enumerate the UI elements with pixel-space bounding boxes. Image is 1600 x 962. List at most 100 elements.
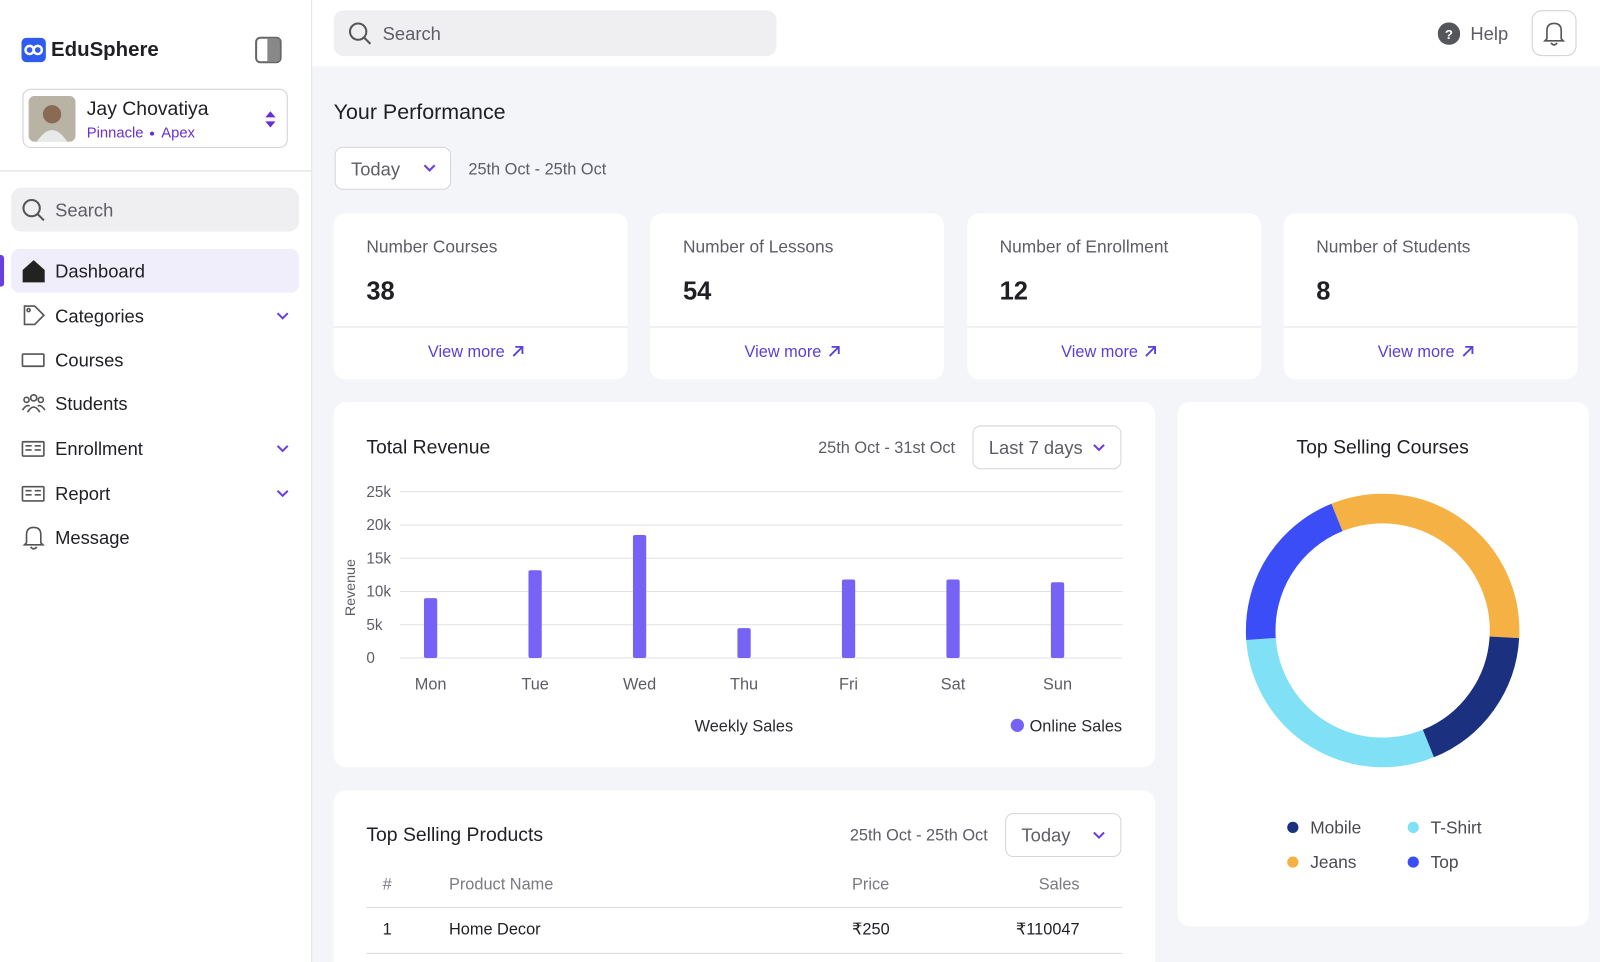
y-tick-label: 10k bbox=[366, 584, 391, 601]
view-more-link[interactable]: View more bbox=[967, 343, 1253, 362]
x-tick-label: Sat bbox=[941, 676, 966, 694]
x-tick-label: Sun bbox=[1043, 676, 1072, 694]
bar bbox=[841, 579, 856, 659]
top-search[interactable] bbox=[333, 10, 777, 57]
stat-value: 54 bbox=[682, 276, 712, 306]
sidebar bbox=[0, 0, 313, 962]
brand: EduSphere bbox=[51, 38, 159, 62]
view-more-link[interactable]: View more bbox=[1284, 343, 1570, 362]
view-more-link[interactable]: View more bbox=[650, 343, 936, 362]
column-header: # bbox=[382, 876, 392, 894]
user-switcher[interactable] bbox=[22, 88, 288, 148]
legend-swatch bbox=[1407, 856, 1419, 868]
view-more-link[interactable]: View more bbox=[334, 343, 620, 362]
help-icon[interactable]: ? bbox=[1437, 22, 1461, 45]
nav-item[interactable]: Enrollment bbox=[55, 438, 143, 460]
period-value: Last 7 days bbox=[988, 437, 1083, 459]
bar bbox=[632, 534, 647, 659]
x-tick-label: Tue bbox=[521, 676, 549, 694]
link-text[interactable]: View more bbox=[427, 343, 505, 362]
bar bbox=[1050, 582, 1065, 659]
y-tick-label: 5k bbox=[366, 617, 383, 634]
bell-icon bbox=[1542, 22, 1566, 46]
link-text[interactable]: View more bbox=[1377, 343, 1455, 362]
date-range: 25th Oct - 25th Oct bbox=[468, 161, 607, 179]
stat-card bbox=[333, 213, 628, 380]
card-divider bbox=[1283, 326, 1578, 328]
legend-swatch bbox=[1287, 821, 1299, 833]
period-value: Today bbox=[351, 159, 401, 180]
table-rule bbox=[366, 906, 1123, 908]
column-header: Price bbox=[852, 876, 890, 894]
nav-item[interactable]: Students bbox=[55, 393, 128, 415]
nav-item[interactable]: Dashboard bbox=[55, 261, 145, 282]
x-tick-label: Fri bbox=[839, 676, 858, 694]
card-divider bbox=[333, 326, 628, 328]
donut-segment bbox=[1422, 636, 1520, 758]
period-value: Today bbox=[1021, 825, 1071, 846]
y-tick-label: 0 bbox=[366, 650, 375, 667]
sidebar-search[interactable] bbox=[11, 187, 299, 232]
courses-panel bbox=[1177, 401, 1589, 927]
y-tick-label: 25k bbox=[366, 484, 391, 501]
sidebar-toggle[interactable] bbox=[254, 36, 283, 65]
x-tick-label: Wed bbox=[623, 676, 656, 694]
section-title: Your Performance bbox=[333, 100, 506, 124]
search-placeholder: Search bbox=[55, 199, 114, 221]
stat-value: 12 bbox=[999, 276, 1028, 306]
arrow-icon bbox=[1145, 345, 1157, 357]
link-text[interactable]: View more bbox=[744, 343, 822, 362]
table-cell: 1 bbox=[382, 921, 392, 939]
x-tick-label: Mon bbox=[415, 676, 447, 694]
nav-icons bbox=[21, 260, 289, 550]
help-link[interactable]: Help bbox=[1470, 23, 1509, 44]
stat-value: 8 bbox=[1316, 276, 1331, 306]
x-tick-label: Thu bbox=[730, 676, 758, 694]
y-tick-label: 20k bbox=[366, 517, 391, 534]
x-axis-label: Weekly Sales bbox=[695, 717, 794, 735]
column-header: Product Name bbox=[448, 876, 554, 894]
donut-segment bbox=[1331, 493, 1520, 639]
stat-label: Number of Lessons bbox=[682, 237, 834, 257]
stat-value: 38 bbox=[366, 276, 395, 306]
chevron bbox=[423, 164, 436, 172]
legend-label: T-Shirt bbox=[1431, 818, 1482, 838]
stat-label: Number of Enrollment bbox=[999, 237, 1169, 257]
nav-item[interactable]: Courses bbox=[55, 349, 124, 371]
date-range: 25th Oct - 31st Oct bbox=[818, 439, 956, 458]
table-cell: ₹250 bbox=[852, 921, 890, 939]
user-team: Apex bbox=[161, 125, 195, 142]
search-placeholder: Search bbox=[382, 23, 441, 44]
nav-active-bg bbox=[11, 248, 299, 293]
stat-label: Number Courses bbox=[366, 237, 498, 257]
nav-item[interactable]: Categories bbox=[55, 306, 144, 327]
legend-label: Mobile bbox=[1310, 818, 1361, 838]
table-rule bbox=[366, 952, 1123, 954]
chevron bbox=[1093, 831, 1105, 840]
nav-item[interactable]: Message bbox=[55, 527, 130, 548]
legend-label: Top bbox=[1431, 852, 1459, 872]
legend-swatch bbox=[1010, 718, 1024, 732]
y-tick-label: 15k bbox=[366, 550, 391, 567]
bar bbox=[423, 598, 438, 659]
notification-button[interactable] bbox=[1531, 10, 1577, 57]
legend-swatch bbox=[1407, 821, 1419, 833]
bar bbox=[946, 579, 960, 659]
user-org: Pinnacle bbox=[86, 125, 144, 142]
legend-swatch bbox=[1287, 856, 1299, 868]
link-text[interactable]: View more bbox=[1061, 343, 1138, 362]
panel-title: Top Selling Courses bbox=[1296, 437, 1469, 459]
nav-item[interactable]: Report bbox=[55, 483, 111, 504]
panel-title: Total Revenue bbox=[366, 437, 491, 459]
panel-title: Top Selling Products bbox=[366, 824, 544, 847]
legend-label: Online Sales bbox=[1030, 717, 1123, 735]
user-name: Jay Chovatiya bbox=[86, 98, 209, 120]
svg-text:?: ? bbox=[1445, 27, 1453, 42]
divider bbox=[0, 170, 312, 172]
stat-card bbox=[1283, 213, 1578, 380]
switch-icon bbox=[265, 111, 276, 128]
